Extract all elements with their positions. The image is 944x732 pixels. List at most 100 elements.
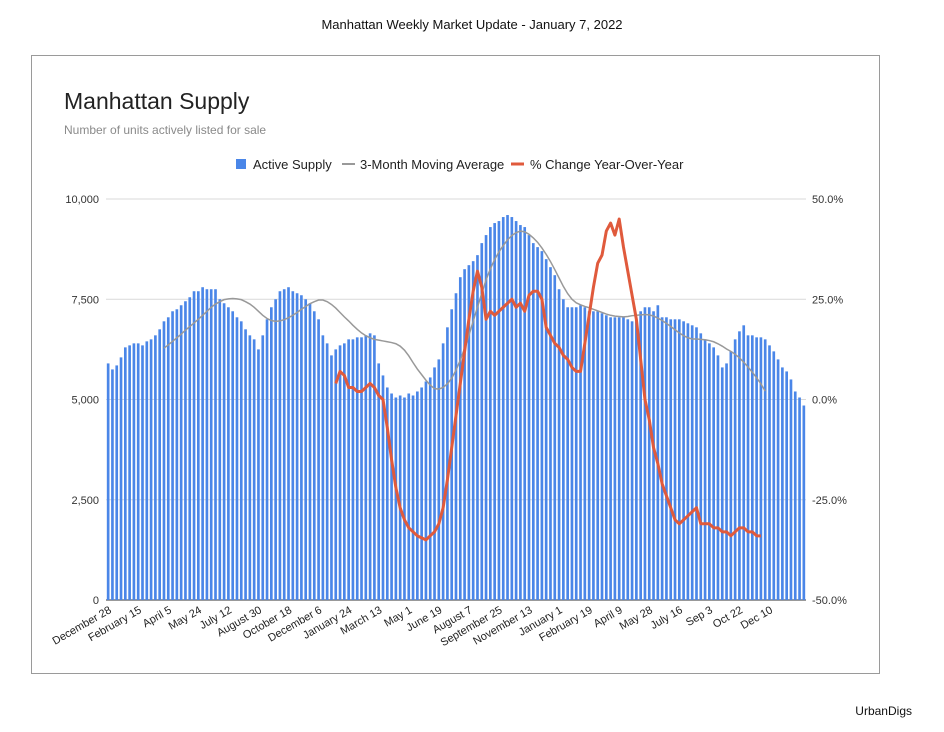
supply-bar [776, 359, 780, 600]
supply-bar [416, 391, 419, 600]
supply-bar [171, 311, 174, 600]
supply-bar [527, 235, 531, 600]
supply-bar [441, 343, 445, 600]
supply-bar [759, 337, 763, 600]
supply-bar [540, 251, 544, 600]
supply-bar [763, 339, 767, 600]
supply-bar [184, 301, 187, 600]
supply-bar [768, 345, 771, 600]
supply-bar [214, 289, 217, 600]
supply-bar [227, 307, 230, 600]
supply-bar [343, 343, 346, 600]
supply-bar [330, 355, 333, 600]
supply-bar [248, 335, 252, 600]
supply-bar [347, 339, 350, 600]
supply-bar [557, 289, 561, 600]
supply-bar [613, 317, 617, 600]
supply-bar [454, 293, 458, 600]
supply-bar [703, 339, 707, 600]
supply-bar [403, 397, 406, 600]
supply-bar [458, 277, 462, 600]
supply-bar [364, 335, 368, 600]
supply-bar [149, 339, 153, 600]
x-axis-tick-label: Dec 10 [739, 604, 775, 632]
supply-bar [433, 367, 436, 600]
supply-bar [725, 363, 728, 600]
left-axis-tick-label: 2,500 [71, 495, 99, 507]
supply-bar [523, 227, 527, 600]
supply-bar [222, 303, 226, 600]
supply-bar [218, 299, 222, 600]
chart-title: Manhattan Supply [64, 88, 250, 114]
supply-bar [643, 307, 647, 600]
supply-bar [145, 341, 149, 600]
supply-bar [755, 337, 758, 600]
supply-bar [604, 315, 608, 600]
supply-bar [123, 347, 127, 600]
chart-legend: Active Supply 3-Month Moving Average % C… [236, 157, 684, 172]
yoy-change-line [334, 217, 761, 542]
supply-bar [162, 321, 166, 600]
supply-bar [261, 335, 265, 600]
left-axis-tick-label: 10,000 [65, 194, 99, 206]
supply-bar [360, 337, 363, 600]
supply-bar [334, 349, 338, 601]
supply-bar [278, 291, 282, 600]
supply-bar [115, 365, 119, 600]
supply-bar [729, 351, 733, 600]
left-axis-tick-label: 7,500 [71, 294, 99, 306]
supply-bar [489, 227, 492, 600]
supply-bar [141, 345, 144, 600]
brand-name: UrbanDigs [855, 704, 912, 718]
supply-bar [192, 291, 196, 600]
chart-subtitle: Number of units actively listed for sale [64, 123, 267, 137]
supply-bar [270, 307, 273, 600]
supply-bar [592, 311, 595, 600]
supply-bar [321, 335, 325, 600]
right-axis-tick-label: 0.0% [812, 395, 837, 407]
supply-bar [733, 339, 737, 600]
left-axis-tick-label: 5,000 [71, 395, 99, 407]
supply-bar [446, 327, 449, 600]
supply-bar [128, 345, 131, 600]
supply-bar [398, 395, 402, 600]
supply-bar [549, 267, 552, 600]
supply-bar [738, 331, 741, 600]
right-axis-ticks: -50.0% -25.0% 0.0% 25.0% 50.0% [812, 194, 847, 607]
supply-bar [471, 261, 475, 600]
supply-bar [665, 317, 668, 600]
supply-bar [158, 329, 162, 600]
supply-bar [750, 335, 754, 600]
left-axis-ticks: 0 2,500 5,000 7,500 10,000 [65, 194, 99, 607]
supply-bar [197, 291, 200, 600]
supply-bar [484, 235, 488, 600]
supply-bar [476, 255, 479, 600]
supply-bar [463, 269, 466, 600]
supply-bar [514, 221, 518, 600]
supply-bar [282, 289, 286, 600]
supply-bar [793, 391, 797, 600]
supply-bar [201, 287, 204, 600]
legend-label-moving-average: 3-Month Moving Average [360, 157, 504, 172]
supply-bar [355, 337, 359, 600]
supply-bar [781, 367, 784, 600]
supply-bar [317, 319, 320, 600]
supply-bar [411, 395, 415, 600]
supply-bar [656, 305, 660, 600]
supply-bar [300, 295, 303, 600]
supply-bar [373, 335, 376, 600]
supply-bar [587, 311, 591, 600]
supply-bar [467, 265, 471, 600]
chart-frame [31, 55, 880, 674]
supply-bar [798, 397, 801, 600]
supply-bar [325, 343, 329, 600]
supply-bar [111, 369, 114, 600]
supply-bar [647, 307, 651, 600]
supply-bar [785, 371, 788, 600]
supply-bar [596, 311, 600, 600]
supply-bar [553, 275, 557, 600]
supply-bar [351, 339, 355, 600]
supply-bar [708, 343, 711, 600]
supply-bar [497, 221, 501, 600]
